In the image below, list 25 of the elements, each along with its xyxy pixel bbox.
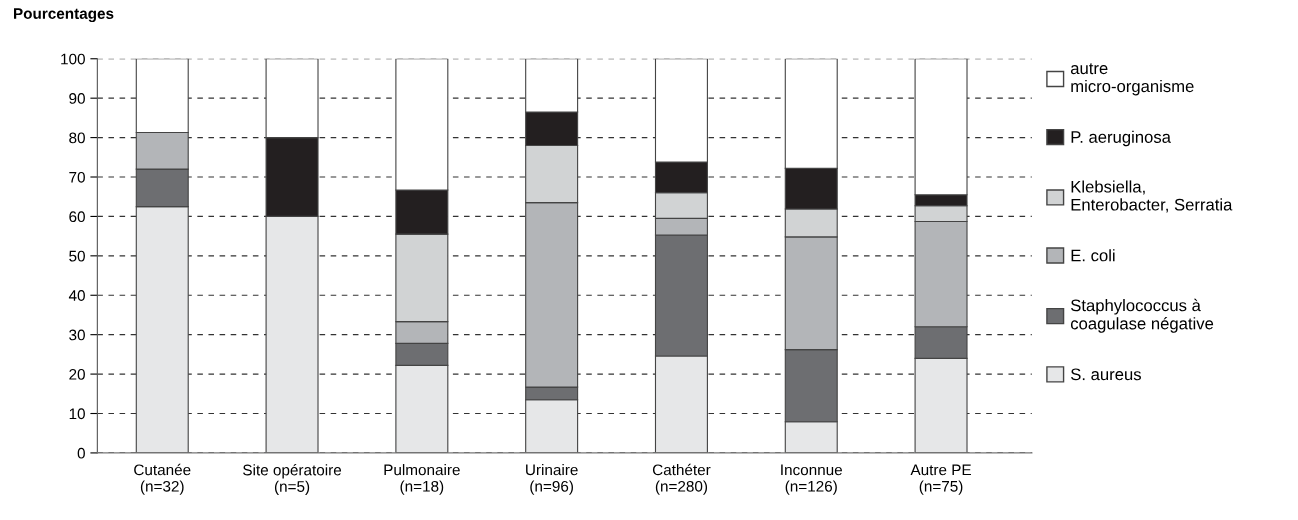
legend-label: Staphylococcus à coagulase négative	[1070, 298, 1214, 333]
y-tick-label: 40	[68, 290, 85, 301]
y-tick-label: 90	[69, 93, 85, 104]
y-tick-label: 30	[69, 329, 85, 341]
x-tick-label: Inconnue (n=126)	[781, 464, 843, 495]
x-tick-label: Cathéter (n=280)	[652, 463, 711, 495]
y-tick-label: 20	[69, 368, 85, 380]
y-tick-label: 50	[69, 250, 85, 262]
legend-label: autre micro-organisme	[1070, 63, 1194, 96]
x-tick-label: Cutanée (n=32)	[134, 463, 191, 495]
x-tick-label: Autre PE (n=75)	[910, 464, 971, 495]
y-tick-label: 60	[69, 211, 85, 223]
legend-label: Klebsiella, Enterobacter, Serratia	[1071, 180, 1233, 213]
y-tick-label: 80	[69, 132, 85, 144]
y-tick-label: 0	[77, 447, 85, 459]
x-tick-label: Site opératoire (n=5)	[243, 464, 342, 495]
legend-label: S. aureus	[1071, 368, 1141, 381]
chart-title: Pourcentages	[14, 8, 114, 23]
x-tick-label: Urinaire (n=96)	[526, 464, 578, 495]
x-tick-label: Pulmonaire (n=18)	[384, 464, 460, 495]
y-tick-label: 100	[61, 53, 85, 65]
y-tick-label: 10	[69, 408, 85, 420]
legend-label: P. aeruginosa	[1071, 130, 1171, 147]
y-tick-label: 70	[69, 171, 85, 183]
legend-label: E. coli	[1071, 249, 1115, 262]
